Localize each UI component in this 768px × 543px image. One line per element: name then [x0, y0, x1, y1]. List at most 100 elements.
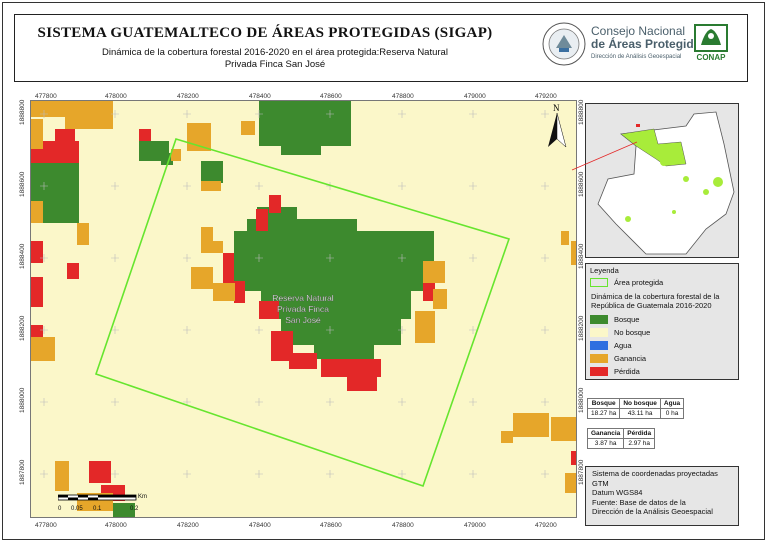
grid-cross	[255, 470, 263, 478]
stats-table-cover: Bosque No bosque Agua 18.27 ha 43.11 ha …	[586, 398, 685, 419]
grid-cross	[326, 254, 334, 262]
map-canvas[interactable]: N Reserva Natural Privada Finca San José	[30, 100, 577, 518]
grid-cross	[541, 110, 549, 118]
area-label-line3: San José	[285, 315, 321, 325]
legend-label: Pérdida	[614, 366, 640, 376]
conap-line1: Consejo Nacional	[591, 24, 686, 38]
legend-item-no-bosque: No bosque	[590, 327, 650, 337]
ganancia-cell	[423, 261, 445, 283]
grid-cross	[541, 254, 549, 262]
perdida-cell	[55, 129, 75, 143]
x-tick-bottom: 478800	[392, 522, 414, 529]
grid-cross	[40, 326, 48, 334]
ganancia-cell	[187, 123, 211, 151]
map-title: SISTEMA GUATEMALTECO DE ÁREAS PROTEGIDAS…	[37, 25, 493, 41]
scale-unit: Km	[138, 494, 147, 500]
source-info: Sistema de coordenadas proyectadas GTM D…	[585, 466, 739, 526]
ganancia-cell	[415, 311, 435, 343]
ganancia-cell	[213, 283, 235, 301]
legend-label: No bosque	[614, 327, 651, 337]
perdida-cell	[31, 277, 43, 307]
bosque-cell	[247, 219, 357, 233]
ganancia-cell	[201, 181, 221, 191]
grid-cross	[469, 326, 477, 334]
map-header: SISTEMA GUATEMALTECO DE ÁREAS PROTEGIDAS…	[14, 14, 748, 82]
x-tick-top: 478400	[249, 93, 271, 100]
grid-cross	[541, 398, 549, 406]
grid-cross	[398, 182, 406, 190]
ganancia-cell	[31, 337, 55, 361]
locator-inset-map	[585, 103, 739, 258]
scale-label: 0	[58, 506, 62, 512]
conap-logo-icon: CONAP	[693, 23, 729, 62]
bosque-cell	[281, 143, 321, 155]
stats-header: Pérdida	[623, 428, 656, 439]
conap-logo-label: CONAP	[696, 53, 726, 62]
legend-label: Bosque	[614, 314, 640, 324]
map-legend: Leyenda Área protegida Dinámica de la co…	[585, 263, 739, 380]
ganancia-cell	[513, 413, 549, 437]
perdida-cell	[289, 353, 317, 369]
stats-value: 3.87 ha	[586, 438, 625, 449]
grid-cross	[541, 326, 549, 334]
y-tick-right: 1888600	[578, 171, 585, 197]
bosque-cell	[234, 231, 434, 291]
bosque-cell	[201, 161, 223, 183]
protected-area-boundary	[94, 138, 511, 488]
y-tick-right: 1888800	[578, 99, 585, 125]
grid-cross	[111, 326, 119, 334]
bosque-cell	[314, 341, 374, 359]
grid-cross	[398, 254, 406, 262]
stats-header: Ganancia	[586, 428, 625, 439]
bosque-cell	[113, 503, 135, 517]
legend-label: Ganancia	[614, 353, 647, 363]
conap-line2: de Áreas Protegidas	[591, 37, 708, 51]
perdida-cell	[67, 263, 79, 279]
grid-cross	[541, 470, 549, 478]
grid-cross	[40, 182, 48, 190]
grid-crosses	[40, 110, 549, 478]
x-tick-top: 479000	[464, 93, 486, 100]
ganancia-cell	[551, 417, 576, 441]
guatemala-locator-svg	[597, 111, 735, 255]
source-line: Dirección de la Análisis Geoespacial	[592, 507, 713, 516]
ganancia-cell	[31, 201, 43, 223]
stats-value: 18.27 ha	[586, 408, 621, 419]
legend-item-perdida: Pérdida	[590, 366, 640, 376]
ganancia-cell	[561, 231, 569, 245]
x-tick-top: 478000	[105, 93, 127, 100]
x-tick-top: 479200	[535, 93, 557, 100]
perdida-cell	[256, 209, 268, 231]
x-tick-bottom: 477800	[35, 522, 57, 529]
y-tick-left: 1888200	[19, 315, 26, 341]
legend-description: Dinámica de la cobertura forestal de la …	[591, 292, 720, 310]
grid-cross	[326, 326, 334, 334]
grid-cross	[40, 254, 48, 262]
grid-cross	[541, 182, 549, 190]
x-tick-bottom: 478400	[249, 522, 271, 529]
grid-cross	[111, 254, 119, 262]
stats-header: Agua	[659, 398, 685, 409]
source-line: Fuente: Base de datos de la	[592, 497, 686, 507]
perdida-cell	[31, 241, 43, 263]
grid-cross	[469, 110, 477, 118]
stats-value: 43.11 ha	[619, 408, 661, 419]
y-tick-left: 1888600	[19, 171, 26, 197]
map-subtitle: Dinámica de la cobertura forestal 2016-2…	[102, 47, 448, 70]
grid-cross	[183, 182, 191, 190]
legend-label: Agua	[614, 340, 632, 350]
grid-cross	[255, 254, 263, 262]
grid-cross	[40, 470, 48, 478]
legend-item-agua: Agua	[590, 340, 632, 350]
bosque-cell	[259, 101, 351, 146]
conap-line3: Dirección de Análisis Geoespacial	[591, 54, 682, 60]
grid-cross	[255, 182, 263, 190]
stats-table-change: Ganancia Pérdida 3.87 ha 2.97 ha	[586, 428, 656, 449]
forest-cover-map: N Reserva Natural Privada Finca San José	[31, 101, 576, 517]
perdida-cell	[269, 195, 281, 213]
y-tick-left: 1888400	[19, 243, 26, 269]
legend-title: Leyenda	[590, 266, 619, 275]
ganancia-cell	[241, 121, 255, 135]
x-tick-bottom: 478600	[320, 522, 342, 529]
